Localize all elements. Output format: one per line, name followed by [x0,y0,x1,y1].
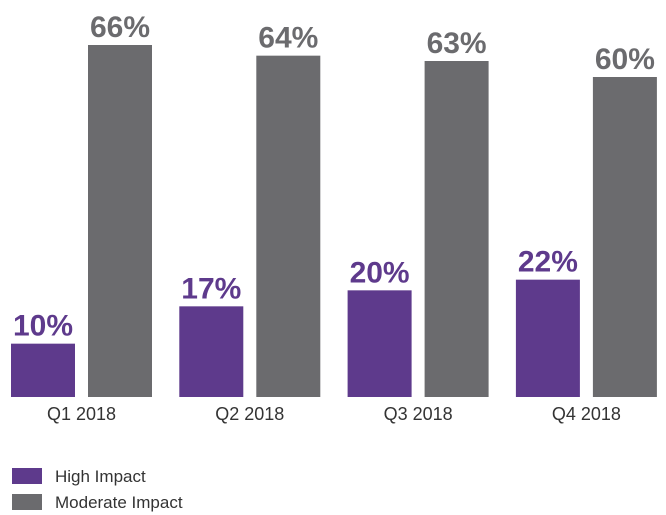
bar [88,45,152,397]
legend-label: High Impact [55,467,146,486]
x-tick-label: Q1 2018 [47,404,116,424]
value-label: 64% [258,22,318,55]
bar [424,61,489,397]
x-tick-label: Q3 2018 [384,404,453,424]
bar [592,77,657,397]
legend-swatch [12,494,42,510]
bar [11,343,75,397]
value-label: 22% [518,246,578,279]
bar [256,55,321,398]
x-tick-label: Q2 2018 [215,404,284,424]
bar [515,279,580,397]
value-label: 66% [90,11,150,44]
value-label: 10% [13,310,73,343]
bar [347,290,412,397]
value-label: 60% [595,43,655,76]
value-label: 20% [350,256,410,289]
value-label: 63% [427,27,487,60]
x-tick-label: Q4 2018 [552,404,621,424]
value-label: 17% [181,272,241,305]
legend-swatch [12,468,42,484]
bar [179,306,244,397]
legend-label: Moderate Impact [55,493,183,512]
